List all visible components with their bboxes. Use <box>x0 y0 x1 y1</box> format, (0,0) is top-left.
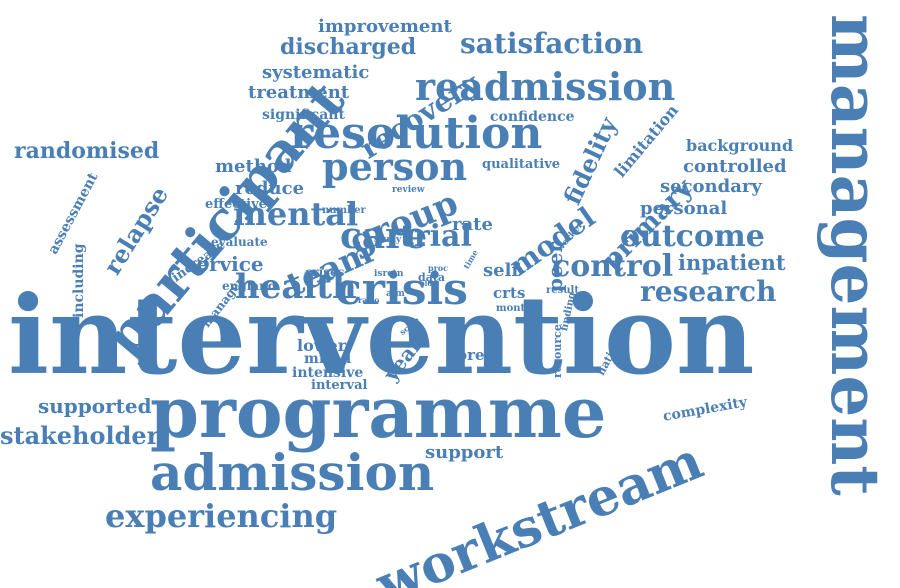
word-limitation: limitation <box>610 100 683 181</box>
word-management: management <box>816 14 894 496</box>
word-self: self <box>483 260 520 281</box>
word-resource: resource <box>551 324 564 378</box>
word-readmission: readmission <box>415 64 676 109</box>
word-old: old <box>420 279 433 288</box>
word-intervention: intervention <box>8 273 755 399</box>
word-reduce: reduce <box>235 178 305 199</box>
word-controlled: controlled <box>683 156 787 177</box>
word-including: including <box>71 243 87 318</box>
word-inpatient: inpatient <box>678 250 786 275</box>
word-effective: effective <box>205 197 267 212</box>
word-service: service <box>185 252 264 276</box>
word-experiencing: experiencing <box>105 497 338 535</box>
word-intensive: intensive <box>292 365 364 381</box>
word-care: care <box>340 215 428 257</box>
word-complexity: complexity <box>661 394 749 425</box>
word-systematic: systematic <box>262 62 370 83</box>
word-method: method <box>215 156 292 177</box>
word-aim: aim <box>386 289 405 299</box>
word-ratio: ratio <box>358 295 380 305</box>
word-improvement: improvement <box>318 16 452 37</box>
word-rate: rate <box>452 214 493 235</box>
word-person: person <box>322 144 468 189</box>
word-mental: mental <box>233 195 359 233</box>
word-satisfaction: satisfaction <box>460 27 644 60</box>
word-number: number <box>322 205 366 216</box>
word-supported: supported <box>38 394 152 418</box>
word-personal: personal <box>640 198 728 219</box>
word-crisis: crisis <box>335 264 468 315</box>
word-outcome: outcome <box>620 219 765 254</box>
word-discharged: discharged <box>280 34 417 60</box>
word-resolution: resolution <box>290 108 543 159</box>
word-study: study <box>374 235 402 245</box>
word-secondary: secondary <box>660 176 762 197</box>
word-isrctn: isrctn <box>374 269 404 279</box>
word-england: england <box>222 279 277 293</box>
word-background: background <box>686 136 794 155</box>
word-data: data <box>418 271 446 284</box>
word-support: support <box>425 442 504 463</box>
word-proc: proc <box>428 263 449 273</box>
word-research: research <box>640 275 777 308</box>
word-lower: lower <box>297 336 347 355</box>
word-significant: significant <box>262 107 345 123</box>
word-crises: crises <box>305 265 345 279</box>
word-health: health <box>235 267 357 307</box>
word-randomised: randomised <box>14 138 160 164</box>
word-stakeholder: stakeholder <box>0 421 160 450</box>
word-month: month <box>496 303 533 314</box>
word-interval: interval <box>311 378 368 393</box>
word-confidence: confidence <box>490 109 575 125</box>
word-review: review <box>392 185 425 195</box>
word-programme: programme <box>150 371 607 454</box>
word-qualitative: qualitative <box>482 157 561 172</box>
word-crts: crts <box>493 284 526 302</box>
word-fidelity: fidelity <box>557 112 623 209</box>
word-trial: trial <box>400 219 472 254</box>
word-admission: admission <box>150 443 435 502</box>
word-control: control <box>552 249 674 284</box>
word-treatment: treatment <box>248 82 350 103</box>
word-evaluate: evaluate <box>211 235 268 249</box>
word-core: core <box>448 346 485 364</box>
word-mixed: mixed <box>304 351 352 367</box>
word-result: result <box>546 285 579 296</box>
